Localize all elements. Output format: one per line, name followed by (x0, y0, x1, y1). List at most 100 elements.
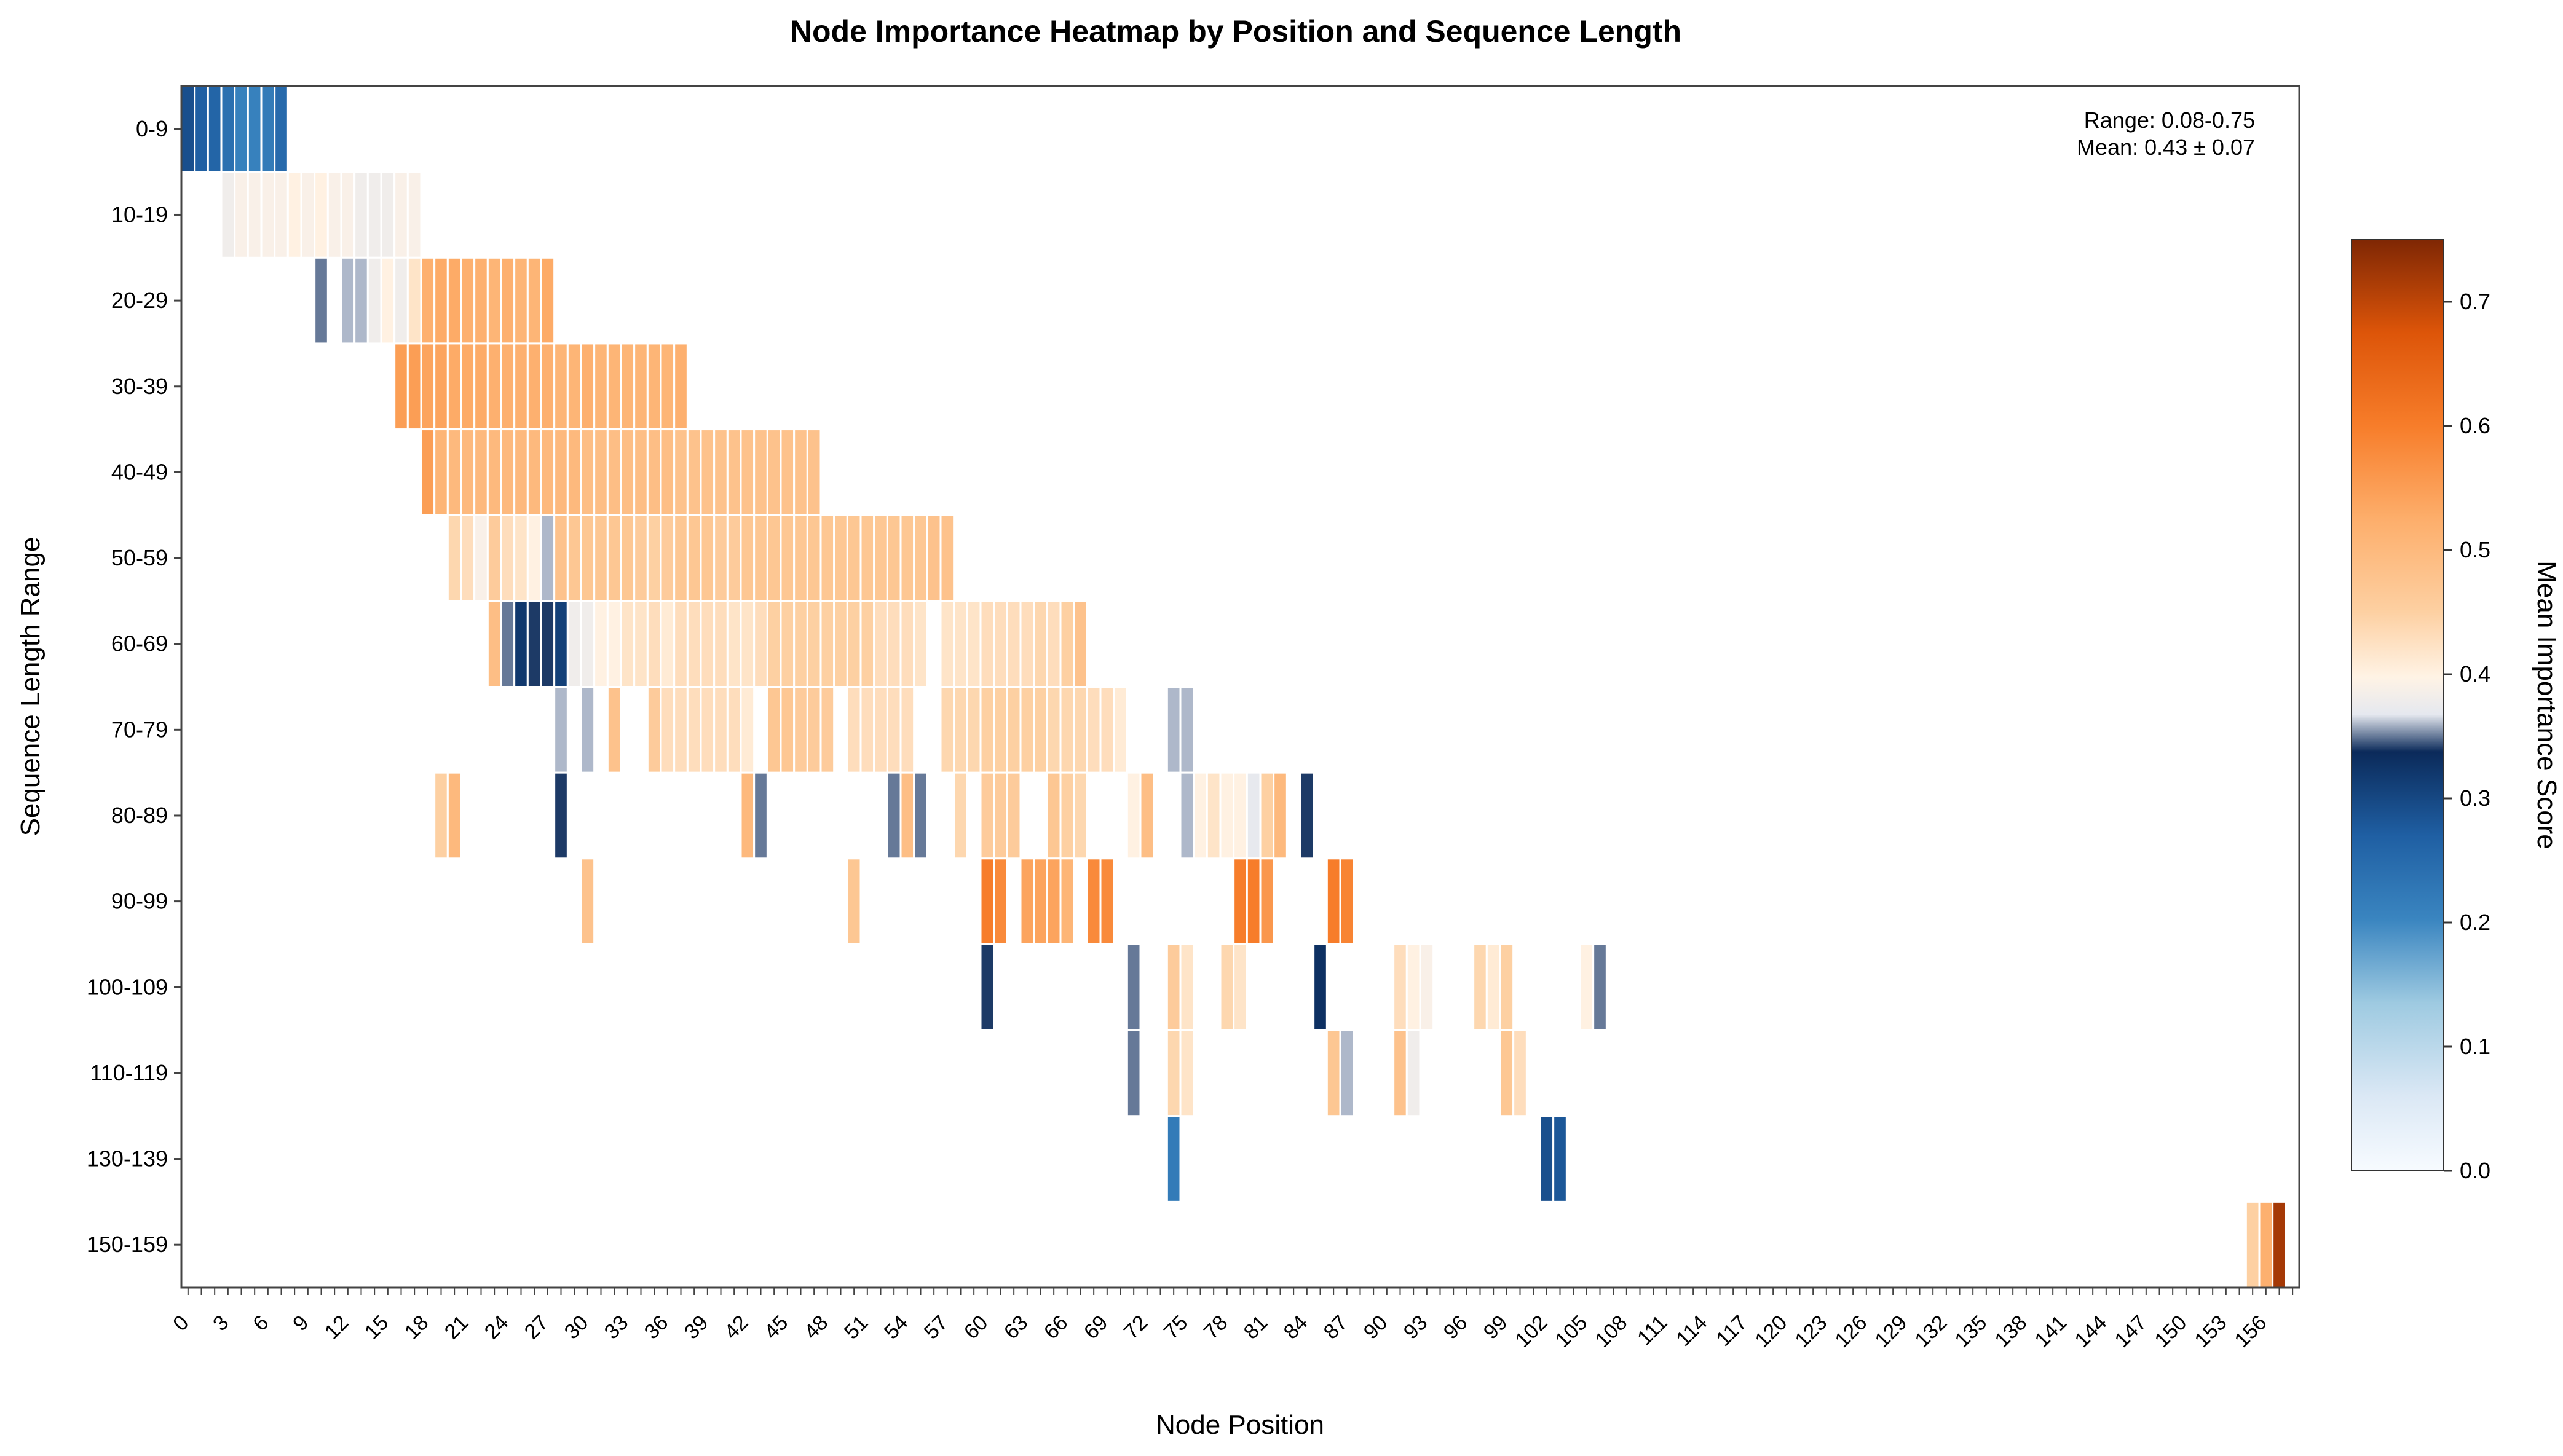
heatmap-cell (1019, 600, 1035, 688)
heatmap-cell (433, 771, 449, 860)
y-tick-label: 150-159 (87, 1232, 168, 1257)
heatmap-cell (993, 857, 1008, 945)
heatmap-cell (766, 428, 782, 516)
heatmap-cell (446, 256, 462, 345)
heatmap-cell (1325, 857, 1341, 945)
heatmap-cell (806, 428, 822, 516)
heatmap-cell (1006, 771, 1022, 860)
heatmap-cell (314, 171, 329, 259)
y-tick-label: 60-69 (111, 631, 168, 656)
heatmap-cell (873, 686, 888, 774)
heatmap-cell (873, 514, 888, 602)
heatmap-cell (234, 171, 249, 259)
heatmap-cell (660, 686, 676, 774)
x-tick-label: 105 (1550, 1311, 1592, 1352)
heatmap-cell (593, 342, 609, 431)
heatmap-cell (740, 428, 756, 516)
x-tick-label: 144 (2070, 1311, 2111, 1352)
x-tick-label: 51 (840, 1311, 873, 1344)
heatmap-cell (1552, 1115, 1568, 1203)
y-tick-label: 70-79 (111, 717, 168, 742)
heatmap-cell (446, 342, 462, 431)
heatmap-cell (220, 85, 236, 173)
heatmap-cell (540, 514, 556, 602)
heatmap-cell (646, 342, 662, 431)
heatmap-cell (460, 342, 476, 431)
heatmap-cell (580, 857, 596, 945)
x-tick-label: 57 (920, 1311, 953, 1344)
heatmap-cell (314, 256, 329, 345)
heatmap-cell (513, 256, 529, 345)
heatmap-cell (1339, 1029, 1355, 1117)
heatmap-cell (673, 600, 689, 688)
heatmap-cell (274, 171, 289, 259)
heatmap-cell (526, 256, 542, 345)
heatmap-cell (899, 600, 915, 688)
heatmap-cell (606, 600, 622, 688)
heatmap-cells (180, 85, 2287, 1289)
x-tick-label: 39 (680, 1311, 713, 1344)
heatmap-cell (340, 256, 356, 345)
y-tick-label: 110-119 (90, 1060, 168, 1085)
heatmap-cell (460, 256, 476, 345)
heatmap-cell (1166, 943, 1182, 1031)
heatmap-cell (513, 514, 529, 602)
stats-annotation-mean: Mean: 0.43 ± 0.07 (2077, 135, 2255, 160)
heatmap-cell (1113, 686, 1128, 774)
heatmap-cell (580, 514, 596, 602)
heatmap-cell (753, 428, 768, 516)
heatmap-cell (939, 600, 955, 688)
heatmap-cell (646, 514, 662, 602)
heatmap-cell (1499, 943, 1515, 1031)
heatmap-cell (593, 428, 609, 516)
heatmap-cell (886, 686, 902, 774)
heatmap-cell (633, 600, 649, 688)
heatmap-cell (1233, 857, 1248, 945)
x-tick-label: 60 (960, 1311, 993, 1344)
heatmap-cell (939, 686, 955, 774)
x-tick-label: 75 (1159, 1311, 1193, 1344)
heatmap-cell (247, 171, 263, 259)
x-axis-ticks: 0 3 6 9 12 15 18 21 24 27 30 33 36 39 42 45 48 51 54 57 60 63… (168, 1288, 2294, 1352)
heatmap-cell (726, 428, 742, 516)
y-tick-label: 40-49 (111, 459, 168, 484)
x-tick-label: 147 (2110, 1311, 2151, 1352)
heatmap-cell (393, 171, 409, 259)
heatmap-cell (1246, 857, 1262, 945)
y-tick-label: 20-29 (111, 288, 168, 313)
heatmap-cell (833, 600, 848, 688)
x-tick-label: 81 (1239, 1311, 1273, 1344)
heatmap-cell (1059, 686, 1075, 774)
heatmap-cell (247, 85, 263, 173)
heatmap-cell (686, 600, 702, 688)
heatmap-cell (673, 514, 689, 602)
heatmap-cell (913, 771, 928, 860)
heatmap-cell (620, 428, 636, 516)
heatmap-cell (566, 514, 582, 602)
heatmap-cell (500, 256, 516, 345)
heatmap-cell (1579, 943, 1595, 1031)
heatmap-cell (366, 256, 382, 345)
heatmap-cell (1126, 1029, 1142, 1117)
x-tick-label: 45 (760, 1311, 793, 1344)
heatmap-cell (486, 428, 502, 516)
heatmap-cell (766, 514, 782, 602)
heatmap-cell (1485, 943, 1501, 1031)
x-tick-label: 138 (1990, 1311, 2031, 1352)
heatmap-cell (1059, 600, 1075, 688)
heatmap-cell (1179, 771, 1195, 860)
heatmap-cell (1233, 771, 1248, 860)
heatmap-cell (2258, 1200, 2274, 1289)
heatmap-cell (260, 85, 276, 173)
heatmap-cell (393, 256, 409, 345)
x-tick-label: 27 (520, 1311, 553, 1344)
heatmap-cell (1419, 943, 1435, 1031)
heatmap-cell (1405, 943, 1421, 1031)
x-tick-label: 114 (1672, 1311, 1712, 1351)
heatmap-cell (553, 514, 569, 602)
heatmap-cell (486, 256, 502, 345)
heatmap-cell (1139, 771, 1155, 860)
heatmap-cell (553, 686, 569, 774)
x-tick-label: 9 (288, 1311, 313, 1336)
heatmap-cell (793, 514, 808, 602)
